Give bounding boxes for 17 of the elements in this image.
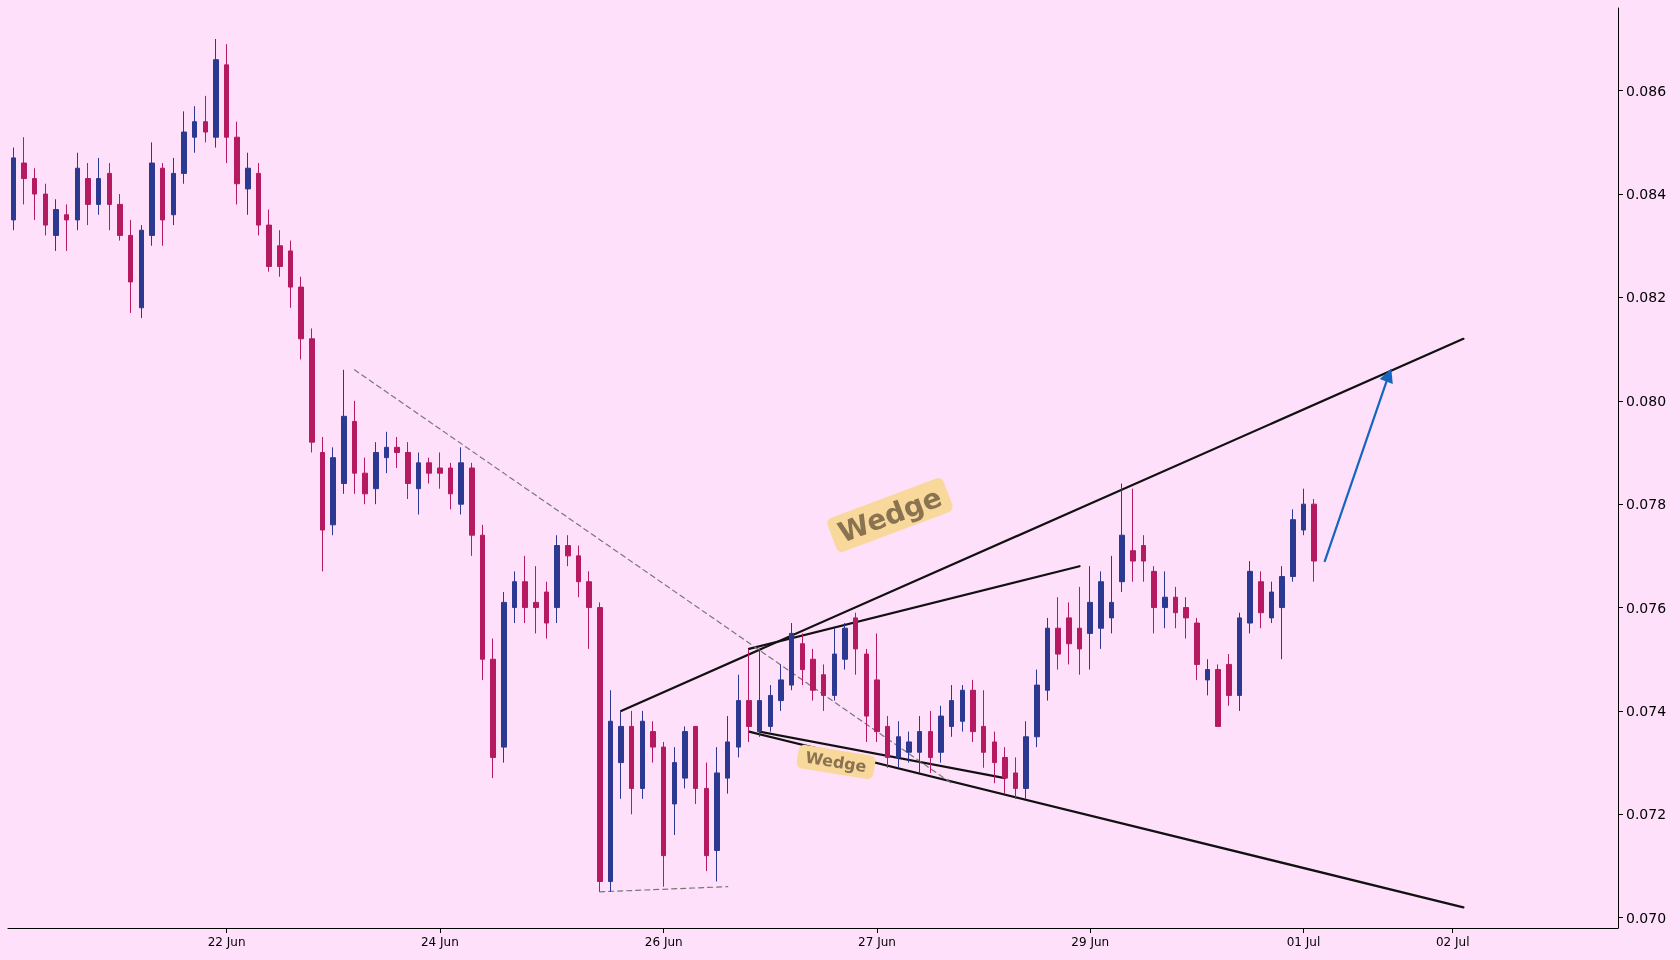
x-tick-label: 27 Jun <box>858 935 896 949</box>
y-tick-label: 0.086 <box>1626 82 1667 99</box>
x-tick-label: 29 Jun <box>1071 935 1110 949</box>
y-tick-label: 0.084 <box>1626 186 1667 203</box>
x-tick-label: 24 Jun <box>420 935 459 949</box>
y-tick-label: 0.082 <box>1626 289 1667 306</box>
x-tick-label: 02 Jul <box>1435 935 1470 949</box>
annotation: Wedge <box>804 747 869 777</box>
y-tick-label: 0.076 <box>1626 599 1667 616</box>
y-tick-label: 0.074 <box>1626 702 1667 719</box>
y-tick-label: 0.070 <box>1626 909 1667 926</box>
x-tick-label: 01 Jul <box>1286 935 1321 949</box>
x-tick-label: 26 Jun <box>644 935 683 949</box>
x-tick-label: 22 Jun <box>207 935 246 949</box>
y-tick-label: 0.078 <box>1626 496 1667 513</box>
y-tick-label: 0.080 <box>1626 392 1667 409</box>
y-tick-label: 0.072 <box>1626 806 1667 823</box>
